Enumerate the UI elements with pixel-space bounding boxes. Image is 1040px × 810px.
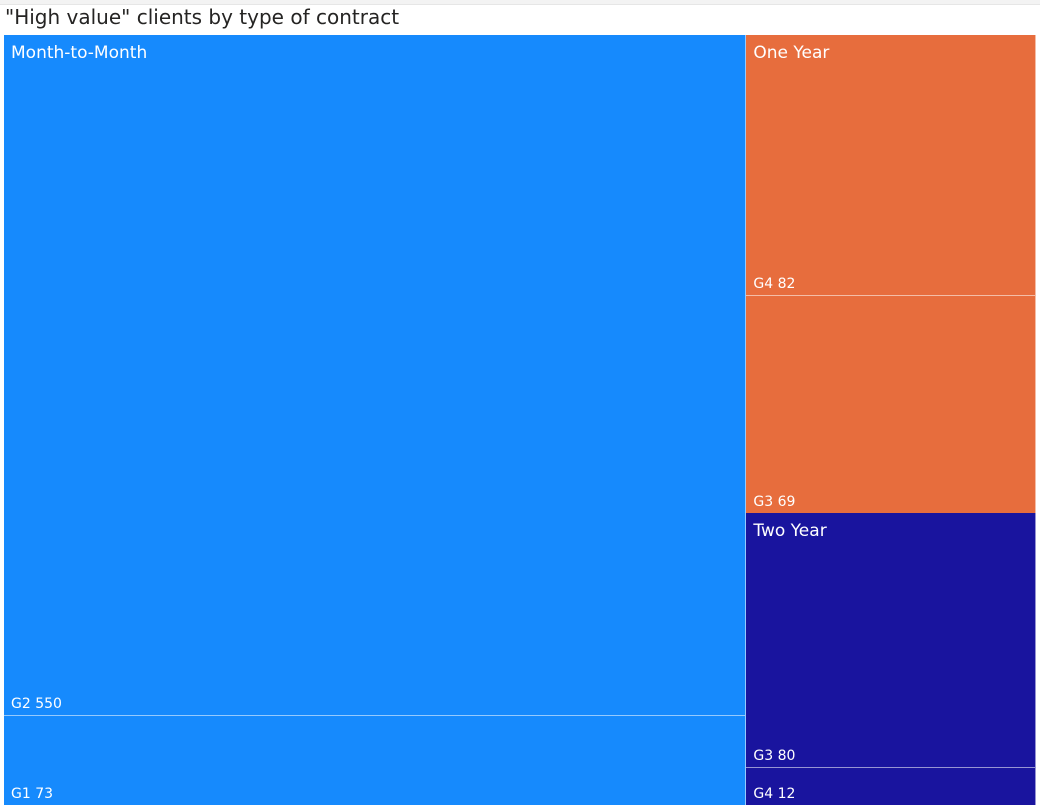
treemap-tile-one-year-g3[interactable]: G3 69 (746, 294, 1036, 514)
treemap-tile-month-to-month-g2[interactable]: G2 550 (4, 35, 747, 715)
tile-label: G1 73 (11, 785, 54, 802)
treemap-tile-month-to-month-g1[interactable]: G1 73 (4, 714, 747, 805)
chart-title: "High value" clients by type of contract (5, 5, 400, 29)
treemap-tile-two-year-g3[interactable]: G3 80 (746, 513, 1036, 767)
group-label-two-year: Two Year (753, 521, 827, 542)
top-border (0, 0, 1040, 5)
group-label-month-to-month: Month-to-Month (11, 43, 148, 63)
group-label-one-year: One Year (753, 43, 830, 63)
tile-label: G3 69 (753, 494, 796, 511)
tile-label: G3 80 (753, 747, 796, 764)
tile-label: G2 550 (11, 695, 62, 712)
treemap-tile-one-year-g4[interactable]: G4 82 (746, 35, 1036, 295)
treemap-tile-two-year-g4[interactable]: G4 12 (746, 766, 1036, 805)
tile-label: G4 12 (753, 785, 796, 802)
tile-label: G4 82 (753, 275, 796, 292)
